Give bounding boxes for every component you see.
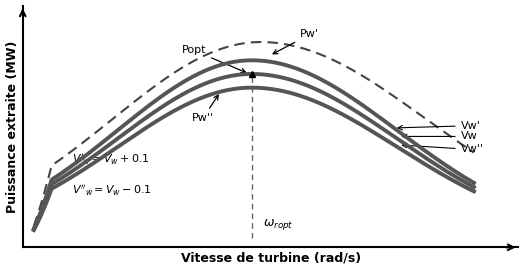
X-axis label: Vitesse de turbine (rad/s): Vitesse de turbine (rad/s) xyxy=(181,251,361,264)
Text: Vw: Vw xyxy=(402,131,477,141)
Text: Vw'': Vw'' xyxy=(402,143,484,154)
Text: $V''_w = V_w-0.1$: $V''_w = V_w-0.1$ xyxy=(72,183,152,198)
Text: Vw': Vw' xyxy=(398,121,481,131)
Text: Pw'': Pw'' xyxy=(192,95,219,123)
Text: Popt: Popt xyxy=(182,45,246,73)
Text: $\omega_{ropt}$: $\omega_{ropt}$ xyxy=(263,217,293,232)
Text: Pw': Pw' xyxy=(273,29,319,54)
Y-axis label: Puissance extraite (MW): Puissance extraite (MW) xyxy=(6,40,18,212)
Text: $V'_w = V_w+0.1$: $V'_w = V_w+0.1$ xyxy=(72,152,150,167)
